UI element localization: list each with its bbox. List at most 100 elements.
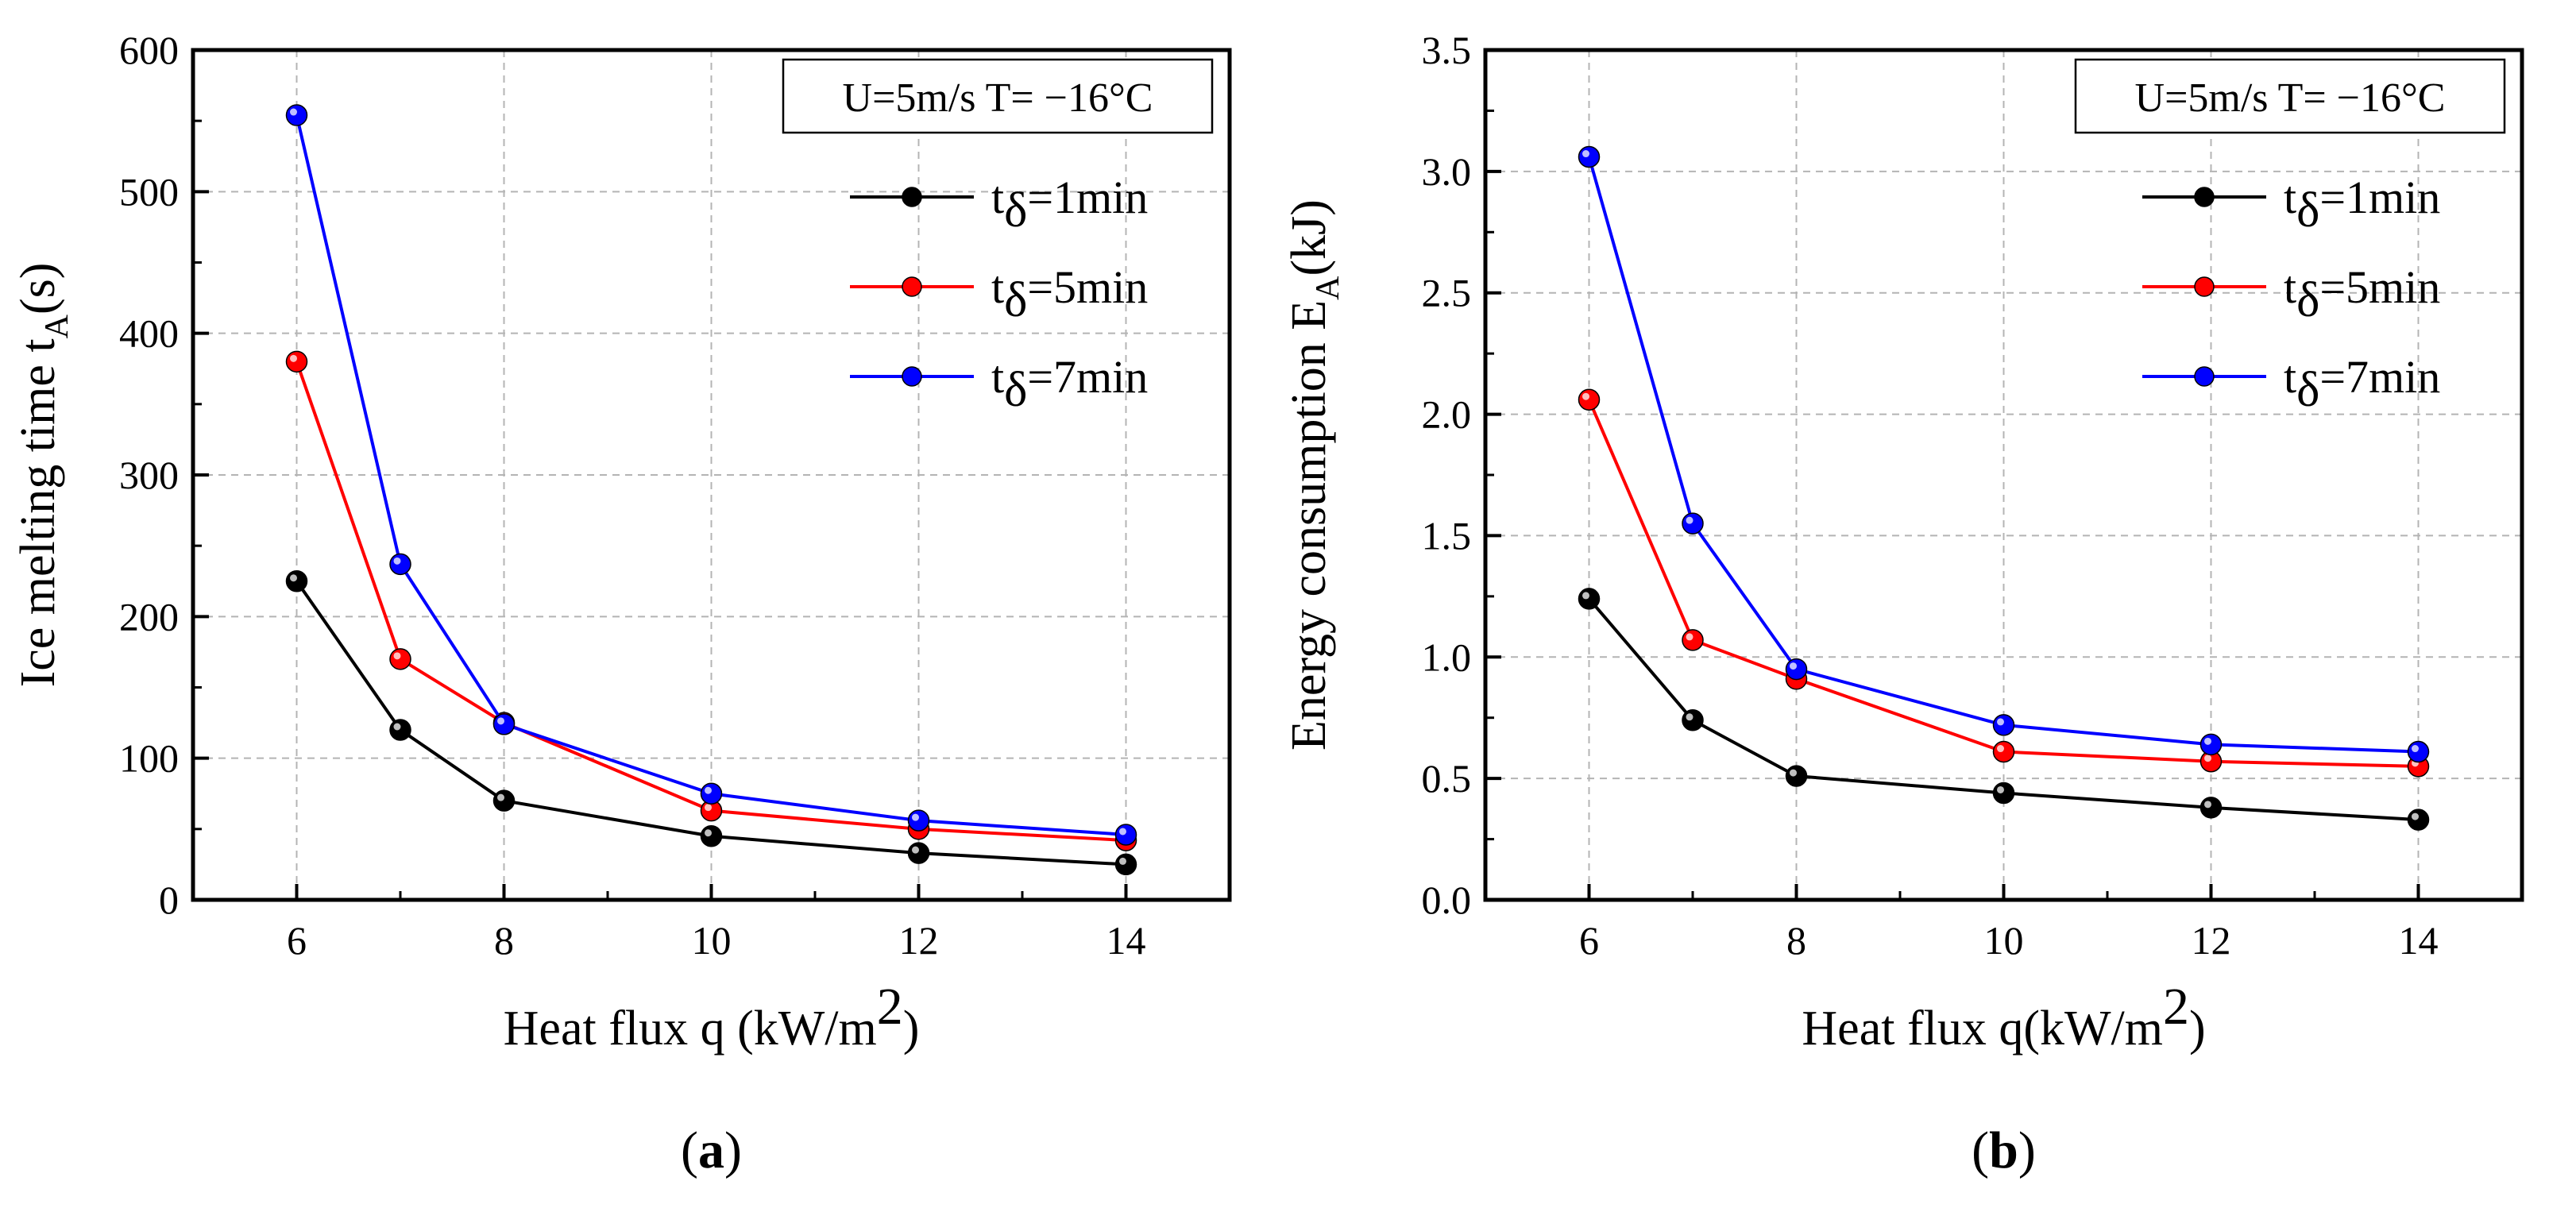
x-axis-ticks: 6 8 10 12 14: [287, 884, 1146, 963]
legend-swatch-marker: [2194, 276, 2215, 297]
data-point: [700, 825, 723, 847]
x-axis-ticks: 6 8 10 12 14: [1579, 884, 2439, 963]
y-tick-label: 500: [119, 169, 179, 214]
legend-entry: tδ=5min: [2284, 261, 2440, 327]
x-tick-label: 14: [1106, 918, 1146, 963]
y-axis-ticks: 0.0 0.5 1.0 1.5 2.0 2.5 3.0 3.5: [1422, 28, 1501, 922]
legend: tδ=1min tδ=5min tδ=7min: [850, 172, 1148, 417]
series-line: [295, 361, 1126, 843]
data-point: [389, 648, 411, 670]
series-1: [1578, 588, 2430, 831]
y-tick-label: 1.0: [1422, 635, 1472, 679]
legend-swatch-marker: [902, 276, 922, 297]
data-point: [1992, 740, 2015, 763]
x-axis-label: Heat flux q (kW/m2): [504, 978, 920, 1056]
data-point-highlight: [290, 108, 297, 116]
data-point-highlight: [705, 804, 712, 812]
y-tick-label: 2.0: [1422, 392, 1472, 437]
y-axis-label: Energy consumption EA(kJ): [1282, 199, 1346, 751]
data-point-highlight: [2204, 801, 2211, 809]
data-point: [1785, 765, 1808, 787]
y-tick-label: 0.5: [1422, 756, 1472, 801]
condition-frame: [2074, 58, 2506, 134]
data-point-highlight: [393, 557, 401, 565]
data-point-highlight: [1119, 857, 1126, 865]
panel-label: (b): [1972, 1121, 2036, 1179]
data-point-highlight: [1997, 718, 2004, 726]
data-point-highlight: [290, 354, 297, 362]
x-tick-label: 12: [2192, 918, 2231, 963]
data-point: [389, 719, 411, 741]
data-point: [1682, 709, 1704, 731]
data-point: [1992, 782, 2015, 805]
y-tick-label: 3.0: [1422, 149, 1472, 194]
data-point-highlight: [1582, 592, 1589, 600]
legend-swatch-marker: [902, 187, 922, 207]
y-tick-label: 3.5: [1422, 28, 1472, 72]
data-point: [1682, 629, 1704, 651]
data-point-highlight: [912, 846, 919, 854]
data-point: [1785, 658, 1808, 681]
data-point-highlight: [1582, 392, 1589, 400]
legend-swatch-marker: [902, 366, 922, 387]
data-point: [2407, 740, 2430, 763]
data-point: [907, 809, 930, 832]
data-point: [492, 713, 516, 735]
x-tick-label: 8: [1786, 918, 1806, 963]
series-3: [1578, 145, 2430, 763]
y-tick-label: 100: [119, 736, 179, 781]
x-axis-label: Heat flux q(kW/m2): [1802, 978, 2205, 1056]
data-point: [1578, 145, 1601, 168]
condition-frame: [782, 58, 1214, 134]
x-tick-label: 12: [899, 918, 939, 963]
data-point: [2199, 797, 2223, 819]
data-point: [1992, 714, 2015, 736]
data-point-highlight: [1790, 662, 1797, 670]
y-tick-label: 0: [159, 878, 179, 922]
x-tick-label: 6: [287, 918, 307, 963]
legend-entry: tδ=7min: [991, 351, 1148, 417]
data-point: [1114, 824, 1137, 846]
data-point-highlight: [912, 813, 919, 821]
data-point-highlight: [497, 717, 504, 725]
data-point-highlight: [2412, 745, 2419, 753]
series-line: [1587, 156, 2419, 754]
panel-label: (a): [681, 1121, 742, 1179]
condition-box: U=5m/s T= −16°C: [782, 58, 1214, 134]
legend-swatch-marker: [2194, 366, 2215, 387]
y-tick-label: 300: [119, 453, 179, 497]
y-tick-label: 1.5: [1422, 513, 1472, 558]
data-point-highlight: [1686, 633, 1694, 641]
data-point-highlight: [2412, 812, 2419, 820]
y-tick-label: 600: [119, 28, 179, 72]
data-point-highlight: [393, 723, 401, 731]
data-point-highlight: [1119, 828, 1126, 836]
condition-label: U=5m/s T= −16°C: [843, 75, 1153, 121]
condition-box: U=5m/s T= −16°C: [2074, 58, 2506, 134]
y-tick-label: 400: [119, 311, 179, 356]
y-axis-label: Ice melting time tA(s): [11, 263, 75, 688]
chart-panel-b: 6 8 10 12 14 0.0 0.5 1.0 1.5 2.0 2.5 3.0 3.5 U=5m/s T…: [1282, 28, 2524, 1179]
data-point-highlight: [1582, 150, 1589, 158]
data-point: [907, 842, 930, 864]
data-point-highlight: [393, 652, 401, 660]
data-point: [492, 789, 516, 812]
series-line: [1587, 399, 2419, 768]
x-tick-label: 14: [2399, 918, 2439, 963]
data-point-highlight: [1790, 769, 1797, 777]
data-point: [2199, 733, 2223, 756]
legend: tδ=1min tδ=5min tδ=7min: [2142, 172, 2440, 417]
data-point-highlight: [497, 793, 504, 801]
data-point: [1682, 512, 1704, 535]
y-tick-label: 200: [119, 594, 179, 639]
x-tick-label: 6: [1579, 918, 1599, 963]
y-tick-label: 0.0: [1422, 878, 1472, 922]
data-point-highlight: [2204, 755, 2211, 762]
data-point-highlight: [705, 829, 712, 837]
data-point-highlight: [1997, 745, 2004, 753]
data-point: [2407, 809, 2430, 831]
x-tick-label: 10: [1984, 918, 2024, 963]
series-line: [295, 114, 1126, 836]
series-line: [1587, 597, 2419, 822]
